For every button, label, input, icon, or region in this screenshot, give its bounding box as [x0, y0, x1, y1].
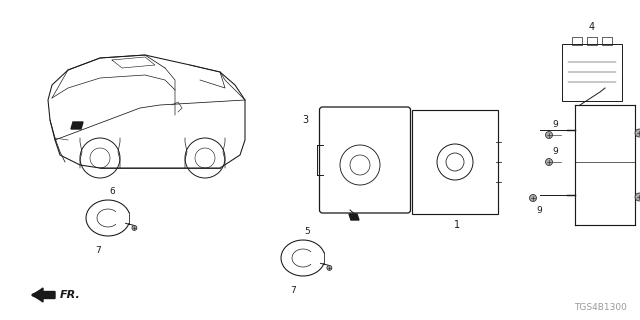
Bar: [572, 36, 582, 44]
Bar: [587, 36, 597, 44]
Text: 4: 4: [589, 22, 595, 33]
Circle shape: [132, 225, 137, 230]
Circle shape: [529, 195, 536, 202]
Circle shape: [635, 129, 640, 137]
Text: TGS4B1300: TGS4B1300: [574, 303, 627, 312]
Text: 1: 1: [454, 220, 460, 230]
Text: 5: 5: [304, 227, 310, 236]
Text: 7: 7: [290, 286, 296, 295]
Text: 3: 3: [302, 115, 308, 125]
Circle shape: [327, 265, 332, 270]
Polygon shape: [71, 122, 83, 129]
Text: 9: 9: [552, 120, 557, 129]
Bar: [602, 36, 612, 44]
Text: 9: 9: [536, 206, 541, 215]
Circle shape: [635, 193, 640, 201]
Text: 7: 7: [95, 246, 101, 255]
Circle shape: [545, 132, 552, 139]
Polygon shape: [349, 214, 359, 220]
FancyArrow shape: [33, 288, 55, 302]
Text: 9: 9: [552, 147, 557, 156]
Text: FR.: FR.: [60, 290, 81, 300]
Text: 6: 6: [109, 187, 115, 196]
Circle shape: [545, 158, 552, 165]
